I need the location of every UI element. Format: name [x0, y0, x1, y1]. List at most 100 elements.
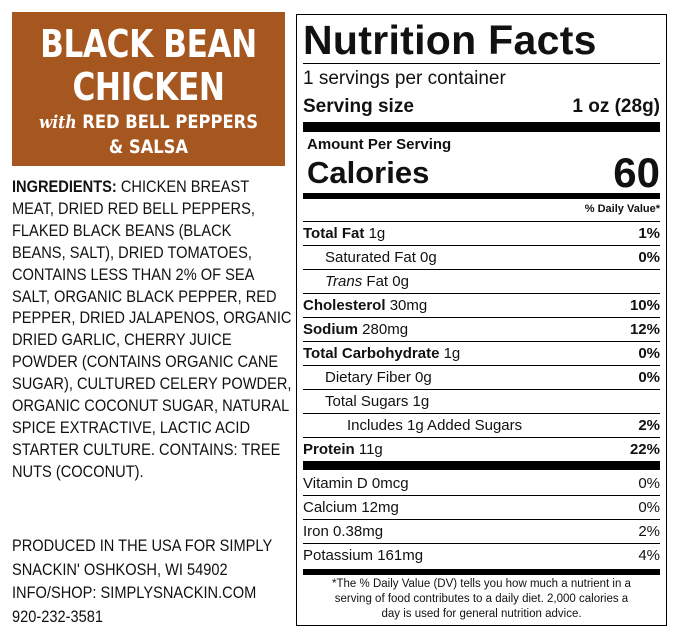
ingredient-text: MEAT, DRIED RED BELL PEPPERS, — [12, 198, 255, 218]
ingredient-text: FLAKED BLACK BEANS (BLACK — [12, 220, 232, 240]
producer-line: 920-232-3581 — [12, 607, 104, 627]
nutrient-label: Total Fat 1g — [303, 225, 385, 242]
ingredient-line: DRIED GARLIC, CHERRY JUICE — [12, 330, 232, 350]
rule — [303, 437, 660, 438]
nutrient-name: Cholesterol — [303, 297, 386, 314]
rule — [303, 495, 660, 496]
producer-line: PRODUCED IN THE USA FOR SIMPLY — [12, 536, 273, 555]
ingredient-text: CONTAINS LESS THAN 2% OF SEA — [12, 264, 255, 284]
nutrient-label: Protein 11g — [303, 441, 383, 458]
nutrient-row: Sodium 280mg 12% — [303, 318, 660, 341]
nutrient-dv: 0% — [638, 249, 660, 266]
ingredient-text: SALT, ORGANIC BLACK PEPPER, RED — [12, 286, 277, 306]
nutrient-amount: Fat 0g — [366, 273, 409, 290]
nutrient-label: Cholesterol 30mg — [303, 297, 427, 314]
rule — [303, 63, 660, 64]
nutrient-row: Total Sugars 1g — [303, 390, 660, 413]
rule — [303, 293, 660, 294]
nutrient-name: Total Fat — [303, 225, 365, 242]
nutrient-label: Total Sugars 1g — [303, 393, 429, 410]
ingredient-line: ORGANIC COCONUT SUGAR, NATURAL — [12, 396, 289, 416]
brand-subtitle: & SALSA — [108, 136, 189, 158]
ingredient-line: SALT, ORGANIC BLACK PEPPER, RED — [12, 287, 277, 307]
micronutrient-dv: 0% — [638, 475, 660, 492]
rule — [303, 269, 660, 270]
brand-subtitle-text: RED BELL PEPPERS — [82, 111, 259, 133]
ingredient-line: INGREDIENTS: CHICKEN BREAST — [12, 177, 249, 197]
micronutrient-dv: 4% — [638, 547, 660, 564]
nutrient-dv: 0% — [638, 345, 660, 362]
micronutrient-name: Calcium 12mg — [303, 499, 399, 516]
brand-title: CHICKEN — [72, 65, 225, 109]
ingredient-line: POWDER (CONTAINS ORGANIC CANE — [12, 352, 278, 372]
nutrient-amount: 1g — [368, 225, 386, 242]
rule — [303, 341, 660, 342]
micronutrient-name: Iron 0.38mg — [303, 523, 384, 540]
footnote-line: day is used for general nutrition advice… — [381, 608, 582, 620]
nutrient-row: Includes 1g Added Sugars 2% — [303, 414, 660, 437]
amount-per-serving: Amount Per Serving — [307, 136, 452, 153]
nutrient-dv: 1% — [638, 225, 660, 242]
rule — [303, 317, 660, 318]
nutrient-label: Total Carbohydrate 1g — [303, 345, 460, 362]
nutrient-label: Dietary Fiber 0g — [303, 369, 432, 386]
serving-size-row: Serving size 1 oz (28g) — [303, 95, 660, 119]
micronutrient-row: Iron 0.38mg 2% — [303, 520, 660, 543]
rule — [303, 365, 660, 366]
ingredient-text: PEPPER, DRIED JALAPENOS, ORGANIC — [12, 308, 292, 328]
ingredient-line: BEANS, SALT), DRIED TOMATOES, — [12, 243, 252, 263]
ingredient-text: BEANS, SALT), DRIED TOMATOES, — [12, 242, 252, 262]
calories-row: Calories 60 — [303, 149, 660, 196]
brand-subtitle: with RED BELL PEPPERS — [31, 111, 266, 133]
nutrient-name: Saturated Fat 0g — [325, 249, 437, 266]
rule — [303, 519, 660, 520]
producer-line: INFO/SHOP: SIMPLYSNACKIN.COM — [12, 583, 257, 603]
serving-size-label: Serving size — [303, 96, 414, 117]
thick-rule — [303, 193, 660, 199]
nutrient-amount: 280mg — [362, 321, 409, 338]
producer-line: SNACKIN' OSHKOSH, WI 54902 — [12, 559, 228, 579]
rule — [303, 413, 660, 414]
nutrient-name: Dietary Fiber 0g — [325, 369, 432, 386]
ingredient-text: ORGANIC COCONUT SUGAR, NATURAL — [12, 396, 290, 415]
ingredient-text: STARTER CULTURE. CONTAINS: TREE — [12, 439, 281, 459]
footnote-line: *The % Daily Value (DV) tells you how mu… — [332, 578, 631, 590]
calories: 60 — [613, 149, 660, 196]
rule — [303, 245, 660, 246]
nutrient-label: Sodium 280mg — [303, 321, 408, 338]
nutrient-name: Protein — [303, 441, 355, 458]
nutrient-dv: 2% — [638, 417, 660, 434]
nutrient-dv: 22% — [629, 441, 660, 458]
nutrient-name: Includes 1g Added Sugars — [347, 417, 523, 434]
ingredient-line: SUGAR), CULTURED CELERY POWDER, — [12, 374, 291, 394]
ingredient-line: CONTAINS LESS THAN 2% OF SEA — [12, 265, 254, 285]
micronutrient-row: Vitamin D 0mcg 0% — [303, 472, 660, 495]
nutrient-row: Cholesterol 30mg 10% — [303, 294, 660, 317]
ingredient-line: NUTS (COCONUT). — [12, 462, 144, 482]
serving-size: 1 oz (28g) — [572, 96, 660, 117]
nutrient-row: Total Carbohydrate 1g 0% — [303, 342, 660, 365]
rule — [303, 389, 660, 390]
nutrient-label: Saturated Fat 0g — [303, 249, 437, 266]
nutrient-row: Protein 11g 22% — [303, 438, 660, 461]
ingredients-label: INGREDIENTS: — [12, 177, 117, 196]
ingredient-text: NUTS (COCONUT). — [12, 461, 144, 481]
micronutrient-name: Vitamin D 0mcg — [303, 475, 409, 492]
rule — [303, 221, 660, 222]
rule — [303, 543, 660, 544]
nutrition-facts: Nutrition Facts 1 servings per container… — [296, 14, 667, 626]
ingredient-text: DRIED GARLIC, CHERRY JUICE — [12, 330, 232, 350]
brand-panel: BLACK BEAN CHICKEN with RED BELL PEPPERS… — [12, 12, 285, 166]
calories-label: Calories — [307, 155, 430, 190]
nf-title: Nutrition Facts — [303, 17, 597, 63]
nutrient-label: Includes 1g Added Sugars — [303, 417, 522, 434]
ingredient-text: CHICKEN BREAST — [120, 177, 250, 196]
nutrient-row: Dietary Fiber 0g 0% — [303, 366, 660, 389]
nutrient-amount: 30mg — [389, 297, 428, 314]
ingredient-text: SPICE EXTRACTIVE, LACTIC ACID — [12, 417, 251, 437]
nutrient-row: Trans Fat 0g — [303, 270, 660, 293]
nutrient-dv: 10% — [629, 297, 660, 314]
micronutrient-row: Potassium 161mg 4% — [303, 544, 660, 567]
nutrient-amount: 1g — [443, 345, 461, 362]
